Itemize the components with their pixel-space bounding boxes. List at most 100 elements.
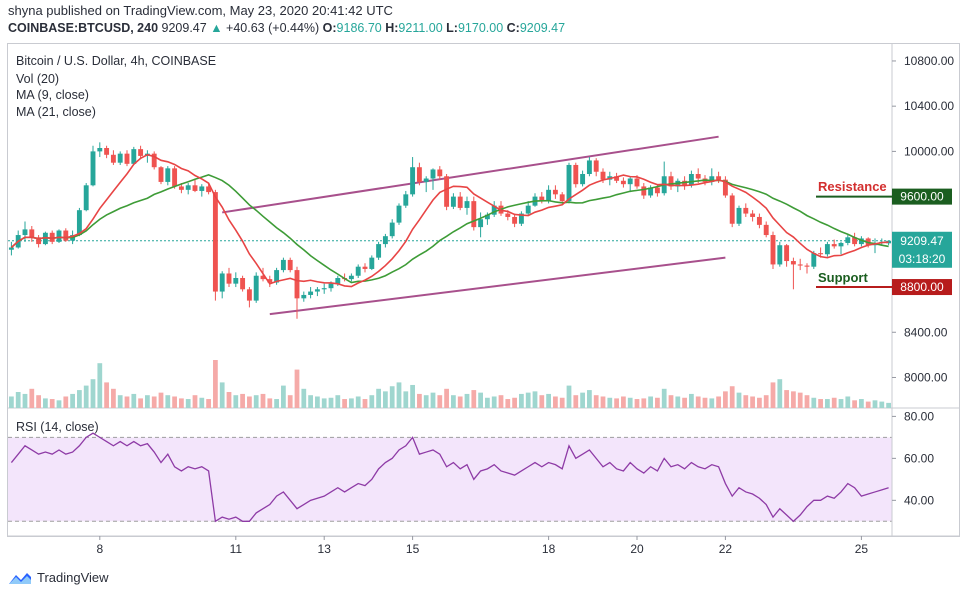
candle-body [138,149,144,156]
volume-bar [682,397,687,408]
volume-bar [750,396,755,408]
volume-bar [539,395,545,408]
candle-body [219,273,225,292]
candle-body [158,167,164,182]
volume-bar [845,396,851,408]
volume-bar [879,401,885,408]
volume-bar [49,399,55,408]
volume-bar [294,369,300,408]
candle-body [777,245,783,265]
candle-body [362,266,368,269]
candle-body [110,154,116,163]
candle-body [838,242,844,247]
volume-bar [512,397,517,408]
volume-bar [355,396,361,408]
support-price-text: 8800.00 [900,280,944,294]
ohlc-line: COINBASE:BTCUSD, 240 9209.47 ▲ +40.63 (+… [8,21,565,35]
candle-body [763,224,769,236]
candle-body [858,238,864,245]
candle-body [83,185,89,211]
rsi-tick-label: 40.00 [904,493,934,507]
candle-body [756,216,762,225]
candle-body [505,213,511,217]
candle-body [294,270,300,299]
ma9-legend: MA (9, close) [16,88,89,102]
volume-bar [369,395,375,408]
volume-bar [158,392,164,408]
volume-bar [287,395,293,408]
candle-body [668,176,674,187]
candle-body [76,210,82,236]
candle-body [29,229,35,238]
volume-bar [423,395,429,408]
high-value: 9211.00 [398,21,443,35]
candle-body [274,270,280,283]
volume-bar [36,395,41,408]
candle-body [308,291,314,295]
price-tick-label: 10800.00 [904,54,954,68]
candle-body [104,148,110,155]
support-label: Support [818,270,868,285]
candle-body [199,186,205,191]
volume-bar [410,384,415,408]
candle-body [539,196,545,202]
volume-bar [308,395,313,408]
footer-brand[interactable]: TradingView [37,570,109,585]
close-value: 9209.47 [519,21,566,35]
candle-body [831,244,837,247]
volume-bar [478,392,483,408]
candle-body [886,240,892,244]
volume-bar [192,395,198,408]
time-tick-label: 13 [318,542,332,556]
candle-body [716,176,722,180]
volume-bar [566,385,572,408]
volume-bar [301,388,307,408]
resistance-price-box [892,188,952,205]
time-tick-label: 25 [855,542,869,556]
volume-bar [437,395,443,408]
volume-bar [607,397,613,408]
volume-bar [593,395,599,408]
volume-bar [233,395,239,408]
volume-bar [872,400,878,408]
candle-body [818,253,824,255]
candle-body [824,244,830,255]
candle-body [580,174,586,185]
close-label: C: [506,21,520,35]
volume-bar [553,396,558,408]
volume-bar [219,382,225,408]
channel-upper-line [222,135,719,214]
volume-bar [804,395,810,408]
volume-bar [451,395,456,408]
volume-bar [253,395,259,408]
candle-body [403,194,409,206]
candle-body [280,259,286,271]
volume-bar [15,392,21,408]
symbol-label[interactable]: COINBASE:BTCUSD, 240 [8,21,159,35]
volume-bar [376,388,381,408]
volume-bar [702,397,708,408]
candle-body [804,265,810,267]
volume-bar [117,395,123,408]
time-tick-label: 20 [630,542,644,556]
candle-body [478,219,484,228]
volume-bar [349,398,354,408]
volume-bar [695,396,701,408]
footer: TradingView [8,570,109,585]
volume-bar [736,392,742,408]
volume-bar [22,393,28,408]
publisher-line: shyna published on TradingView.com, May … [8,3,393,18]
candle-body [56,230,62,242]
last-price: 9209.47 [161,21,207,35]
candle-body [695,174,701,179]
candle-body [600,171,606,180]
volume-bar [641,398,647,408]
volume-bar [247,396,252,408]
candle-body [410,167,416,195]
rsi-tick-label: 60.00 [904,451,934,465]
candle-body [49,232,55,242]
volume-bar [97,363,103,408]
ma9-line [10,153,889,288]
volume-bar [430,392,436,408]
